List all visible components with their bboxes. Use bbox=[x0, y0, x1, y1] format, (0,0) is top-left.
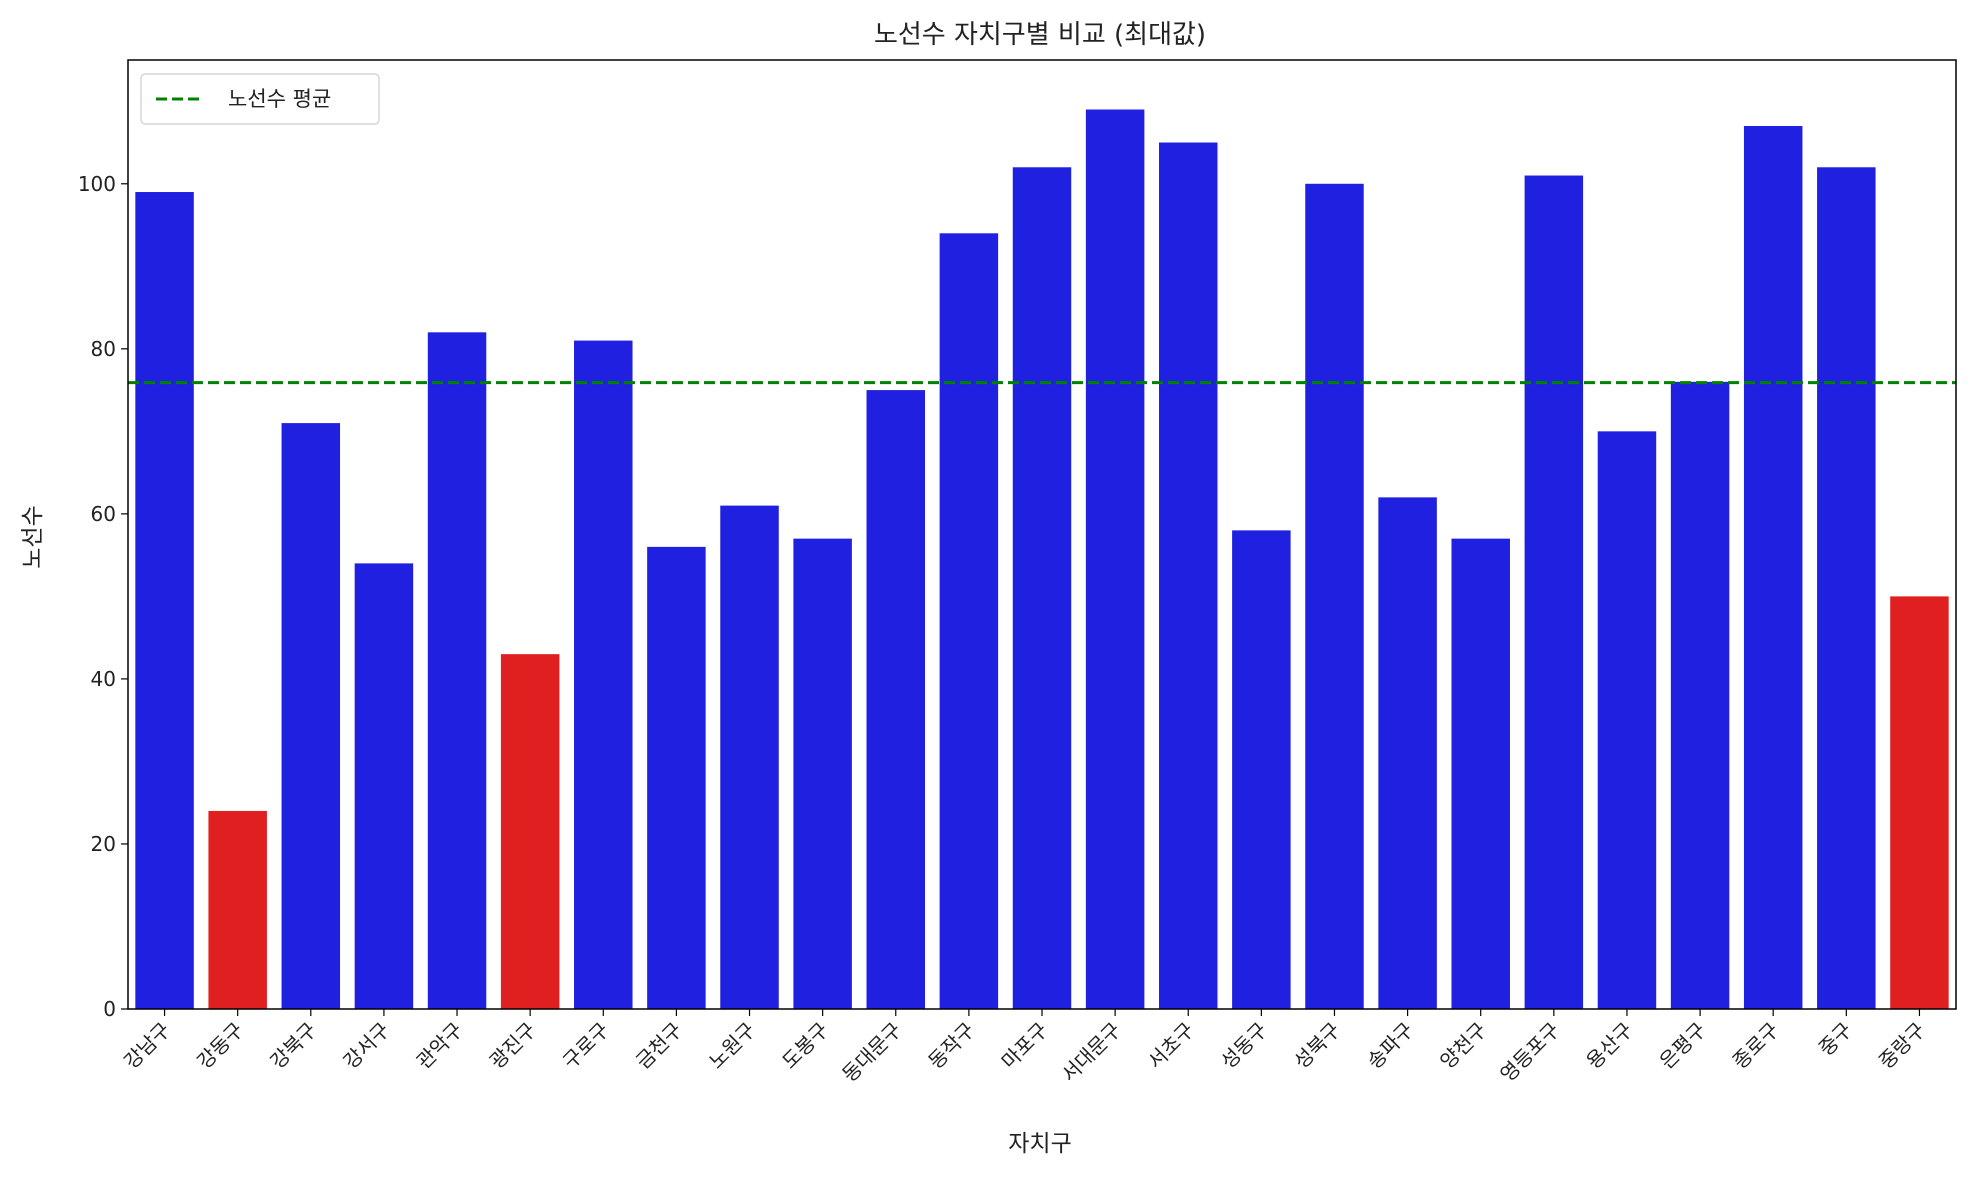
x-tick-label: 도봉구 bbox=[777, 1018, 833, 1074]
x-tick-label: 용산구 bbox=[1581, 1018, 1637, 1074]
x-tick-label: 성동구 bbox=[1216, 1018, 1272, 1074]
bar-은평구 bbox=[1670, 381, 1730, 1009]
bar-강남구 bbox=[135, 192, 194, 1009]
bar-성북구 bbox=[1305, 183, 1364, 1010]
x-tick-label: 동대문구 bbox=[837, 1018, 906, 1087]
x-tick-label: 동작구 bbox=[923, 1018, 979, 1074]
y-tick-label: 20 bbox=[91, 832, 116, 856]
x-tick-label: 종로구 bbox=[1728, 1018, 1784, 1074]
x-axis-title: 자치구 bbox=[1008, 1131, 1071, 1157]
x-tick-label: 중랑구 bbox=[1874, 1018, 1930, 1074]
legend-label: 노선수 평균 bbox=[228, 87, 331, 111]
y-tick-label: 0 bbox=[103, 997, 116, 1021]
bar-영등포구 bbox=[1524, 175, 1584, 1009]
y-axis-title: 노선수 bbox=[20, 505, 46, 568]
x-tick-label: 강동구 bbox=[192, 1018, 248, 1074]
x-tick-label: 중구 bbox=[1814, 1018, 1857, 1061]
y-tick-label: 60 bbox=[91, 502, 116, 526]
legend: 노선수 평균 bbox=[140, 73, 380, 125]
bar-중랑구 bbox=[1890, 596, 1949, 1009]
bar-동대문구 bbox=[866, 390, 926, 1010]
bar-동작구 bbox=[939, 233, 999, 1009]
bars-layer bbox=[135, 109, 1949, 1010]
x-tick-label: 서초구 bbox=[1143, 1018, 1199, 1074]
bar-용산구 bbox=[1597, 431, 1657, 1009]
x-tick-label: 영등포구 bbox=[1495, 1018, 1564, 1087]
x-tick-label: 광진구 bbox=[485, 1018, 541, 1074]
plot-frame bbox=[127, 59, 1957, 1010]
bar-종로구 bbox=[1743, 126, 1803, 1009]
x-tick-label: 강북구 bbox=[265, 1018, 321, 1074]
x-tick-label: 관악구 bbox=[412, 1018, 468, 1074]
bar-노원구 bbox=[720, 505, 779, 1009]
bar-강서구 bbox=[354, 563, 414, 1009]
x-tick-label: 송파구 bbox=[1362, 1018, 1418, 1074]
x-axis-ticks: 강남구 강동구 강북구 강서구 관악구 광진구 구로구 금천구 노원구 도봉구 동대문구 동작구 마포구… bbox=[119, 1009, 1930, 1087]
chart-title: 노선수 자치구별 비교 (최대값) bbox=[874, 20, 1206, 50]
x-tick-label: 양천구 bbox=[1435, 1018, 1491, 1074]
bar-송파구 bbox=[1378, 497, 1437, 1009]
bar-서대문구 bbox=[1085, 109, 1145, 1009]
bar-도봉구 bbox=[793, 538, 852, 1009]
y-tick-label: 100 bbox=[78, 172, 116, 196]
y-tick-label: 80 bbox=[91, 337, 116, 361]
x-tick-label: 금천구 bbox=[631, 1018, 687, 1074]
legend-box bbox=[140, 73, 380, 125]
bar-양천구 bbox=[1451, 538, 1510, 1009]
x-tick-label: 은평구 bbox=[1655, 1018, 1711, 1074]
bar-성동구 bbox=[1232, 530, 1291, 1009]
bar-강북구 bbox=[281, 423, 341, 1009]
y-tick-label: 40 bbox=[91, 667, 116, 691]
bar-광진구 bbox=[500, 654, 560, 1009]
bar-관악구 bbox=[427, 332, 487, 1009]
bar-구로구 bbox=[574, 340, 633, 1009]
bar-서초구 bbox=[1158, 142, 1218, 1010]
x-tick-label: 강서구 bbox=[338, 1018, 394, 1074]
x-tick-label: 강남구 bbox=[119, 1018, 175, 1074]
x-tick-label: 노원구 bbox=[704, 1018, 760, 1074]
bar-강동구 bbox=[208, 810, 267, 1009]
bar-금천구 bbox=[647, 546, 706, 1009]
x-tick-label: 성북구 bbox=[1289, 1018, 1345, 1074]
x-tick-label: 마포구 bbox=[997, 1018, 1053, 1074]
bar-마포구 bbox=[1012, 167, 1072, 1009]
y-axis-ticks: 0 20 40 60 80 100 bbox=[78, 172, 128, 1021]
bar-중구 bbox=[1817, 167, 1876, 1009]
x-tick-label: 구로구 bbox=[558, 1018, 614, 1074]
x-tick-label: 서대문구 bbox=[1057, 1018, 1126, 1087]
